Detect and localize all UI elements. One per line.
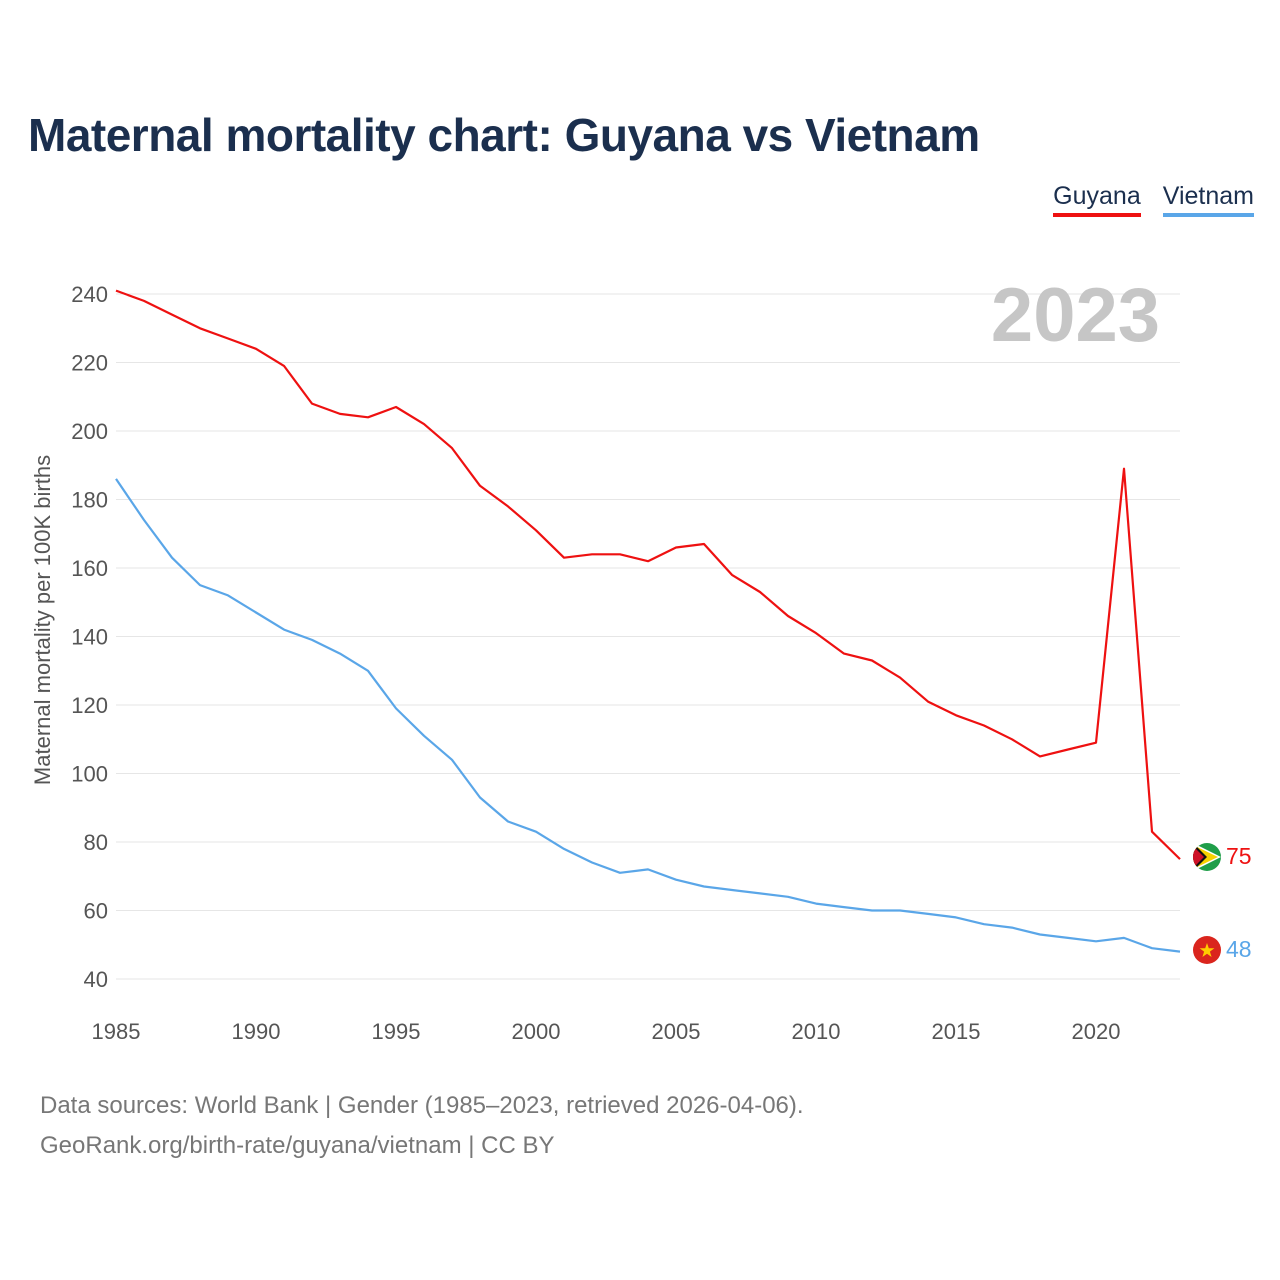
y-tick-80: 80 [84,830,108,855]
chart-title: Maternal mortality chart: Guyana vs Viet… [28,109,980,161]
y-tick-180: 180 [71,488,108,513]
x-axis-ticks: 1985 1990 1995 2000 2005 2010 2015 2020 [92,1019,1121,1044]
vietnam-end-value: 48 [1226,936,1252,962]
series-line-guyana [115,289,1181,860]
x-tick-2020: 2020 [1072,1019,1121,1044]
legend: Guyana Vietnam [1053,182,1254,217]
x-tick-1995: 1995 [372,1019,421,1044]
x-tick-2015: 2015 [932,1019,981,1044]
vietnam-flag-icon [1193,936,1221,964]
y-tick-120: 120 [71,693,108,718]
source-line-1: Data sources: World Bank | Gender (1985–… [40,1092,804,1119]
y-tick-240: 240 [71,282,108,307]
series-line-vietnam [115,478,1181,953]
series-lines [115,289,1181,953]
guyana-end-value: 75 [1226,843,1252,869]
data-source: Data sources: World Bank | Gender (1985–… [40,1086,804,1166]
y-axis-label: Maternal mortality per 100K births [30,455,55,785]
x-tick-2005: 2005 [652,1019,701,1044]
y-tick-40: 40 [84,967,108,992]
y-tick-200: 200 [71,419,108,444]
y-tick-140: 140 [71,625,108,650]
x-tick-2010: 2010 [792,1019,841,1044]
y-tick-100: 100 [71,762,108,787]
x-tick-2000: 2000 [512,1019,561,1044]
legend-vietnam[interactable]: Vietnam [1162,182,1254,217]
x-tick-1985: 1985 [92,1019,141,1044]
source-line-2[interactable]: GeoRank.org/birth-rate/guyana/vietnam | … [40,1132,555,1159]
guyana-flag-icon [1193,843,1221,871]
year-watermark: 2023 [991,273,1160,358]
y-tick-60: 60 [84,899,108,924]
gridlines [116,293,1180,980]
y-tick-220: 220 [71,351,108,376]
y-axis-ticks: 40 60 80 100 120 140 160 180 200 220 240 [71,282,108,992]
y-tick-160: 160 [71,556,108,581]
x-tick-1990: 1990 [232,1019,281,1044]
legend-guyana[interactable]: Guyana [1053,182,1141,217]
